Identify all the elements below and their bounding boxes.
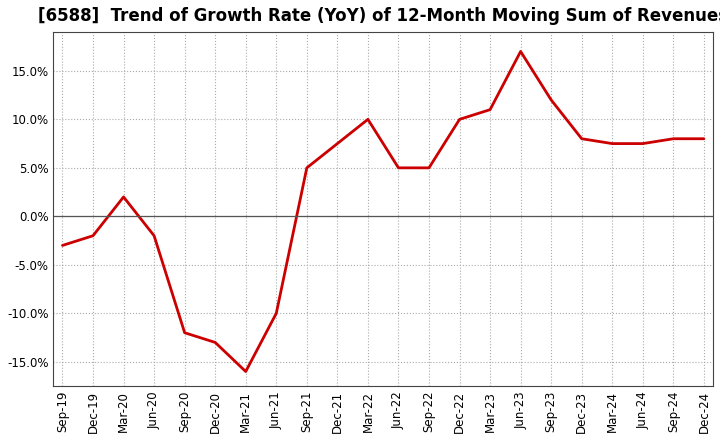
Title: [6588]  Trend of Growth Rate (YoY) of 12-Month Moving Sum of Revenues: [6588] Trend of Growth Rate (YoY) of 12-… — [38, 7, 720, 25]
